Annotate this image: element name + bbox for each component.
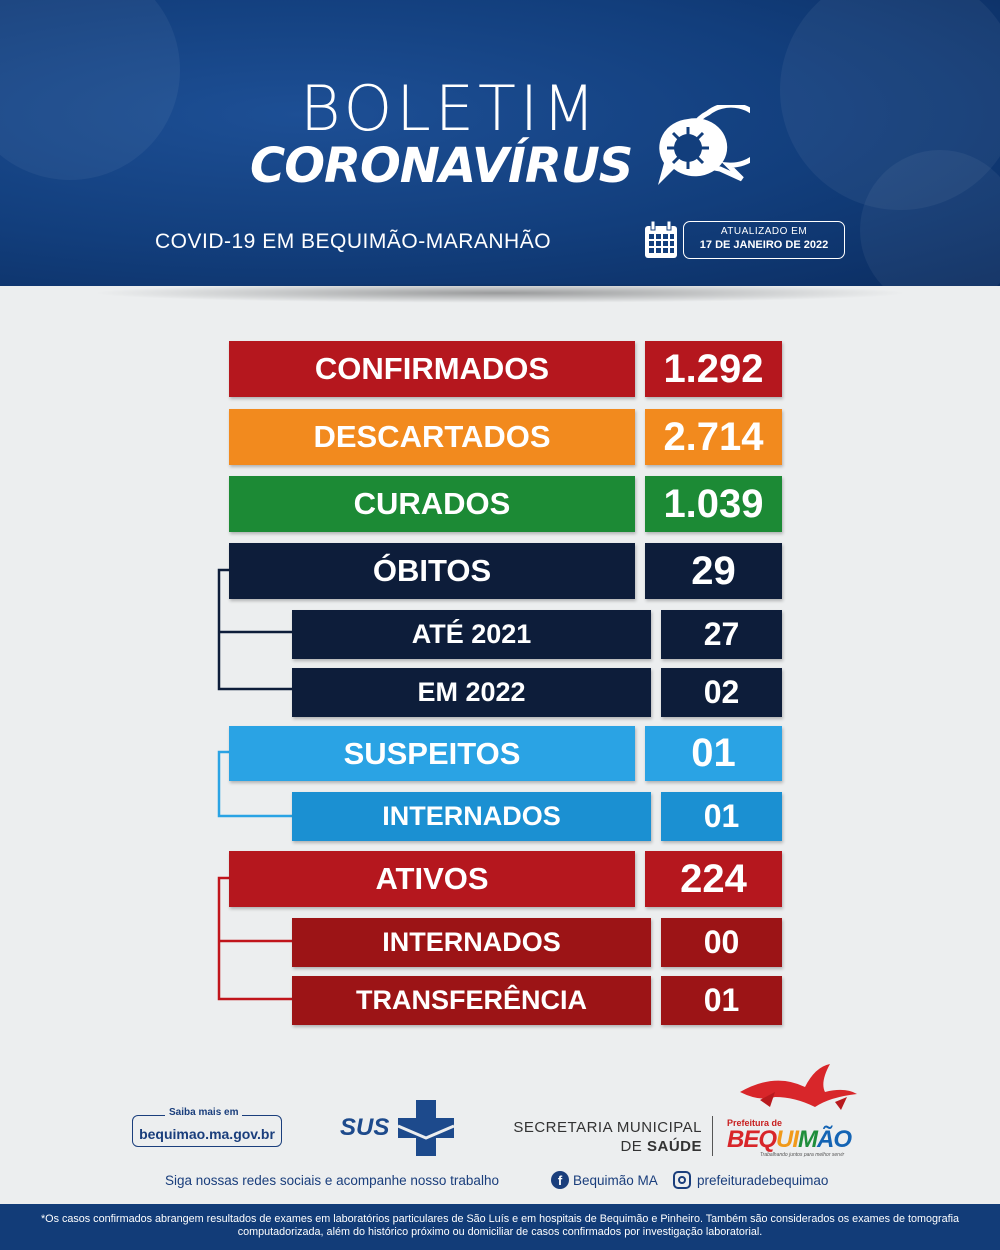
secretaria-saude: SECRETARIA MUNICIPAL DE SAÚDE [500,1118,702,1156]
obitos-connector [217,568,292,691]
secretaria-line2-bold: SAÚDE [646,1138,702,1155]
instagram-icon[interactable] [673,1171,691,1189]
stat-value: 01 [645,726,782,781]
updated-label: ATUALIZADO EM [720,226,808,237]
disclaimer: *Os casos confirmados abrangem resultado… [0,1204,1000,1250]
instagram-link[interactable]: prefeituradebequimao [697,1173,829,1188]
stat-label: EM 2022 [292,668,651,717]
stat-value: 01 [661,976,782,1025]
suspeitos-connector [217,750,292,818]
stat-value: 224 [645,851,782,907]
social-bar: Siga nossas redes sociais e acompanhe no… [0,1173,1000,1193]
sus-cross-icon [397,1100,455,1156]
sus-logo-text: SUS [340,1114,390,1141]
stat-label: CURADOS [229,476,635,532]
stat-label: SUSPEITOS [229,726,635,781]
title-coronavirus: CORONAVÍRUS [250,138,633,194]
logo-prefeitura-label: Prefeitura de [727,1118,783,1128]
footer-divider [712,1116,713,1156]
logo-name-part: ÃO [817,1126,852,1153]
logo-name-part: UI [776,1126,799,1153]
stat-value: 1.039 [645,476,782,532]
website-link[interactable]: bequimao.ma.gov.br [132,1115,282,1147]
stat-label: ÓBITOS [229,543,635,599]
ativos-connector [217,876,292,1001]
facebook-link[interactable]: Bequimão MA [573,1173,658,1188]
title-boletim: BOLETIM [300,72,600,145]
bequimao-birds-logo-icon [740,1064,857,1110]
stat-value: 27 [661,610,782,659]
logo-name-part: M [798,1126,818,1153]
stat-value: 01 [661,792,782,841]
stat-value: 02 [661,668,782,717]
stat-label: INTERNADOS [292,918,651,967]
header-banner: BOLETIM CORONAVÍRUS COVID-19 EM BEQUIMÃO… [0,0,1000,286]
stat-value: 2.714 [645,409,782,465]
secretaria-line1: SECRETARIA MUNICIPAL [513,1119,702,1136]
stat-label: CONFIRMADOS [229,341,635,397]
saiba-label: Saiba mais em [165,1107,243,1118]
updated-date: 17 DE JANEIRO DE 2022 [699,239,829,251]
stat-label: ATIVOS [229,851,635,907]
header-shadow [90,283,910,303]
stat-label: DESCARTADOS [229,409,635,465]
stat-label: TRANSFERÊNCIA [292,976,651,1025]
virus-decoration [860,150,1000,286]
stat-label: ATÉ 2021 [292,610,651,659]
stat-value: 29 [645,543,782,599]
logo-bequimao: BEQUIMÃO [727,1126,852,1154]
updated-date-badge: ATUALIZADO EM 17 DE JANEIRO DE 2022 [683,221,845,259]
social-text: Siga nossas redes sociais e acompanhe no… [165,1173,499,1188]
secretaria-line2-prefix: DE [620,1138,647,1155]
stat-label: INTERNADOS [292,792,651,841]
virus-speech-bubble-icon [658,105,750,185]
facebook-icon[interactable]: f [551,1171,569,1189]
stat-value: 00 [661,918,782,967]
calendar-icon [645,220,677,258]
stat-value: 1.292 [645,341,782,397]
logo-name-part: BEQ [727,1126,777,1153]
subtitle: COVID-19 EM BEQUIMÃO-MARANHÃO [155,230,552,253]
logo-slogan: Trabalhando juntos para melhor servir [760,1152,845,1158]
virus-decoration [780,0,1000,210]
